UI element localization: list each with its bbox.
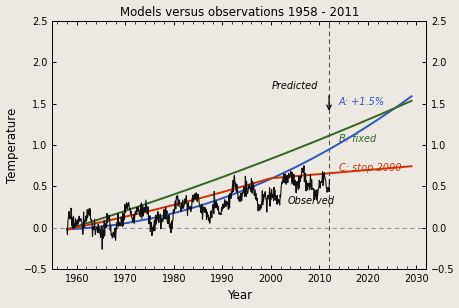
Text: Predicted: Predicted — [271, 80, 318, 91]
Text: A: +1.5%: A: +1.5% — [338, 97, 384, 107]
Text: Observed: Observed — [287, 196, 334, 206]
Y-axis label: Temperature: Temperature — [6, 107, 18, 183]
Text: C: stop 2000: C: stop 2000 — [338, 163, 400, 173]
Title: Models versus observations 1958 - 2011: Models versus observations 1958 - 2011 — [119, 6, 358, 18]
Text: B: fixed: B: fixed — [338, 134, 375, 144]
X-axis label: Year: Year — [226, 290, 251, 302]
